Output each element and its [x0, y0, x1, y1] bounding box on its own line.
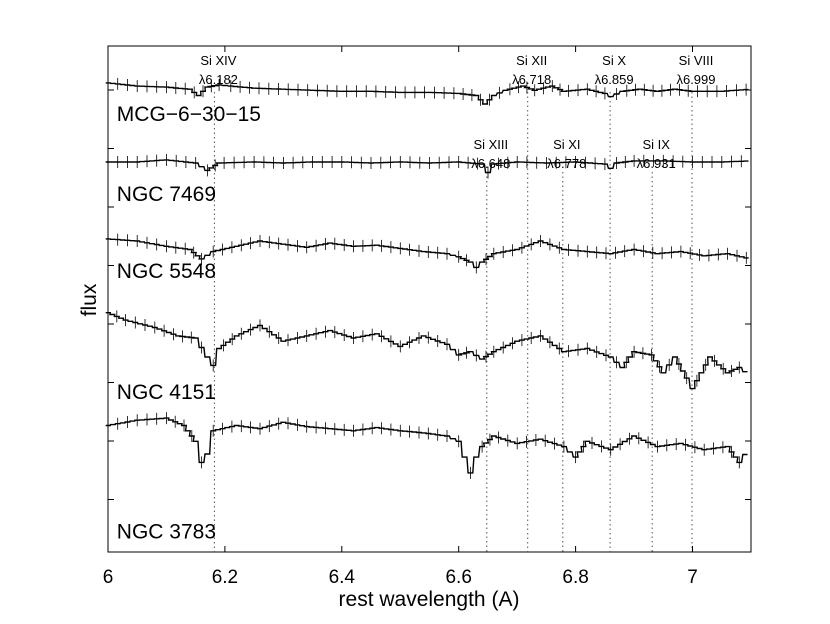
- line-label-wavelength-6: λ6.999: [676, 72, 715, 87]
- line-label-ion-5: Si IX: [642, 137, 670, 152]
- line-label-ion-4: Si X: [602, 53, 626, 68]
- line-label-wavelength-4: λ6.859: [595, 72, 634, 87]
- spectrum-label-2: NGC 5548: [117, 260, 216, 283]
- line-label-ion-3: Si XI: [553, 137, 580, 152]
- series-errorbars-4: [107, 412, 740, 479]
- line-label-wavelength-5: λ6.931: [637, 156, 676, 171]
- line-label-wavelength-3: λ6.778: [547, 156, 586, 171]
- series-errorbars-2: [107, 232, 747, 274]
- x-tick-label-5: 7: [687, 567, 698, 588]
- x-tick-label-4: 6.8: [562, 567, 588, 588]
- spectra-series: [105, 76, 749, 479]
- line-label-ion-6: Si VIII: [679, 53, 714, 68]
- series-errorbars-1: [107, 153, 742, 179]
- line-labels: Si XIV λ6.182 Si XIII λ6.648 Si XII λ6.718 Si …: [199, 53, 716, 171]
- x-axis-title: rest wavelength (A): [339, 588, 520, 611]
- series-errorbars-0: [107, 76, 747, 106]
- line-label-wavelength-1: λ6.648: [471, 156, 510, 171]
- x-tick-label-0: 6: [103, 567, 114, 588]
- series-line-1: [105, 159, 749, 174]
- spectrum-label-4: NGC 3783: [117, 520, 216, 543]
- spectrum-label-1: NGC 7469: [117, 183, 216, 206]
- line-label-wavelength-0: λ6.182: [199, 72, 238, 87]
- spectrum-label-0: MCG−6−30−15: [117, 103, 261, 126]
- series-errorbars-3: [107, 306, 740, 387]
- line-label-ion-2: Si XII: [516, 53, 547, 68]
- series-line-4: [105, 417, 748, 474]
- plot-area: [107, 45, 752, 553]
- y-axis-title: flux: [78, 283, 101, 316]
- spectrum-label-3: NGC 4151: [117, 381, 216, 404]
- x-tick-label-1: 6.2: [212, 567, 238, 588]
- axis-ticks: 6 6.2 6.4 6.6 6.8 7: [103, 46, 751, 588]
- line-label-wavelength-2: λ6.718: [512, 72, 551, 87]
- spectrum-labels: MCG−6−30−15 NGC 7469 NGC 5548 NGC 4151 NGC 3…: [117, 103, 261, 543]
- line-label-ion-1: Si XIII: [473, 137, 508, 152]
- series-line-3: [105, 312, 748, 390]
- x-tick-label-2: 6.4: [329, 567, 356, 588]
- x-tick-label-3: 6.6: [445, 567, 471, 588]
- reference-lines: [213, 92, 693, 552]
- line-label-ion-0: Si XIV: [200, 53, 236, 68]
